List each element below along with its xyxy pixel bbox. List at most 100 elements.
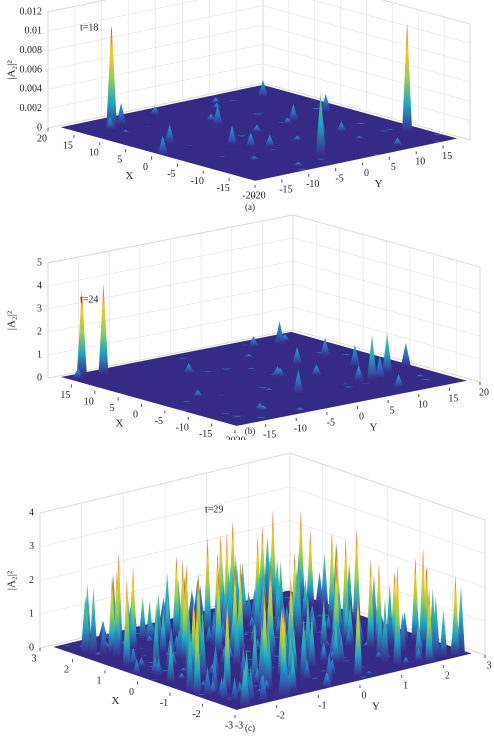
surface-spike	[352, 528, 361, 623]
surface-spike	[411, 557, 420, 641]
surface-spike	[306, 530, 315, 606]
surface-spike	[145, 635, 154, 642]
x-tick-label: -10	[176, 422, 189, 433]
surface-spike	[294, 572, 303, 638]
surface-spike	[198, 607, 207, 678]
y-tick-label: 20	[479, 387, 489, 398]
surface-spike	[157, 135, 168, 154]
surface-spike	[365, 671, 374, 674]
surface-spike	[414, 618, 423, 658]
surface-spike	[230, 677, 239, 700]
surface-spike	[297, 168, 308, 171]
z-axis-label: |A₂|²	[6, 310, 18, 330]
surface-spike	[272, 365, 283, 377]
surface-spike	[172, 555, 181, 636]
surface-spike	[149, 106, 160, 115]
surface-spike	[258, 79, 269, 97]
y-tick-label: 0	[362, 690, 367, 701]
surface-spike	[320, 337, 331, 357]
surface-spike	[181, 401, 192, 402]
surface-spike	[315, 92, 326, 156]
y-tick-label: 1	[403, 680, 408, 691]
surface-spike	[232, 415, 243, 418]
surface-spike	[319, 599, 328, 648]
x-tick-label: -5	[167, 169, 175, 180]
surface-spike	[129, 647, 138, 664]
y-axis-label: Y	[372, 701, 380, 713]
grid-line	[39, 452, 486, 521]
surface-spike	[219, 599, 228, 636]
grid-line	[47, 283, 481, 337]
z-tick-label: 4	[29, 507, 34, 518]
surface-spike	[98, 284, 109, 375]
surface-spike	[253, 572, 262, 636]
surface-spike	[344, 626, 353, 647]
y-tick-label: 15	[442, 151, 452, 162]
surface-spike	[257, 387, 268, 389]
surface-spike	[372, 154, 383, 155]
surface-spike	[106, 25, 117, 129]
surface-spike	[192, 389, 203, 397]
surface-spike	[179, 409, 190, 411]
surface-spike	[185, 145, 196, 146]
surface-spike	[319, 670, 328, 672]
surface-spike	[380, 597, 389, 663]
surface-spike	[227, 100, 238, 102]
surface-spike	[138, 596, 147, 640]
caption: (a)	[245, 202, 255, 212]
surface-spike	[112, 570, 121, 654]
surface-spike	[214, 571, 223, 652]
x-tick-label: -20	[222, 435, 235, 440]
surface-spike	[205, 113, 216, 121]
grid-line	[47, 260, 481, 314]
surface-spike	[414, 374, 425, 377]
x-tick-label: -15	[199, 429, 212, 440]
y-tick-label: 10	[415, 157, 425, 168]
surface-spike	[94, 652, 103, 656]
surface-spike	[242, 631, 251, 633]
x-tick-label: 5	[117, 155, 122, 166]
surface-spike	[341, 354, 352, 356]
surface-spike	[292, 135, 303, 141]
surface-spike	[257, 618, 266, 687]
surface-spike	[320, 551, 329, 611]
surface-spike	[166, 639, 175, 683]
surface-spike	[243, 650, 252, 653]
surface-spike	[293, 162, 304, 166]
surface-spike	[197, 694, 206, 696]
x-tick-label: 10	[89, 148, 99, 159]
surface-spike	[232, 608, 241, 665]
surface-spike	[288, 104, 299, 121]
surface-spike	[277, 660, 286, 696]
surface-spike	[241, 662, 250, 706]
z-tick-label: 1	[29, 609, 34, 620]
surface-spike	[253, 113, 264, 115]
surface-spike	[236, 135, 247, 137]
surface-spike	[159, 609, 168, 653]
surface-spike	[336, 121, 347, 132]
surface-spike	[221, 368, 232, 370]
panel: 0 1 2 3 4 -3 -2 -1 0 1 2 3 -3 -2 -1 0 1 2 3 t=29 X Y |A₂|² (c)	[6, 452, 492, 733]
surface-spike	[393, 374, 404, 388]
surface-spike	[212, 105, 223, 125]
surface-spike	[243, 353, 254, 358]
annotation: t=24	[80, 294, 98, 305]
z-tick-label: 4	[37, 280, 42, 291]
surface-spike	[268, 149, 279, 150]
surface-spike	[178, 358, 189, 360]
surface-spike	[359, 676, 368, 679]
surface-spike	[63, 645, 72, 646]
z-tick-label: 1	[37, 349, 42, 360]
surface-spike	[258, 405, 269, 410]
y-tick-label: 5	[391, 162, 396, 173]
z-tick-label: 0	[29, 642, 34, 653]
surface-spike	[174, 629, 183, 659]
surface-spike	[80, 600, 89, 653]
surface-spike	[353, 364, 364, 381]
surface-spike	[274, 320, 285, 345]
x-tick-label: -2	[192, 709, 200, 720]
surface-spike	[367, 335, 377, 380]
surface-spike	[282, 117, 293, 123]
